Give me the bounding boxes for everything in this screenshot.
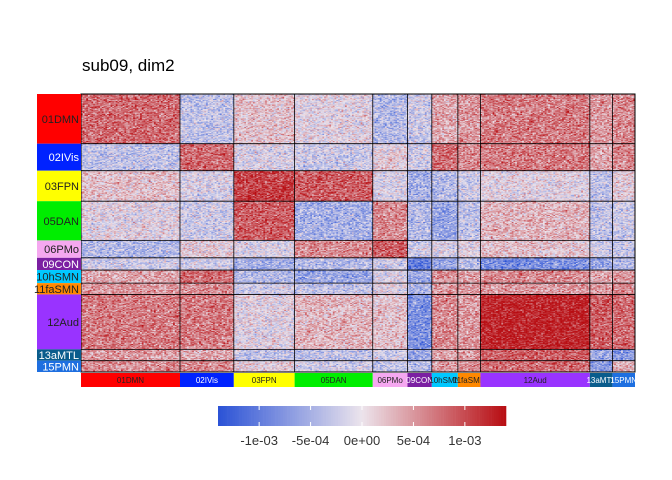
heatmap-cells <box>81 94 635 372</box>
